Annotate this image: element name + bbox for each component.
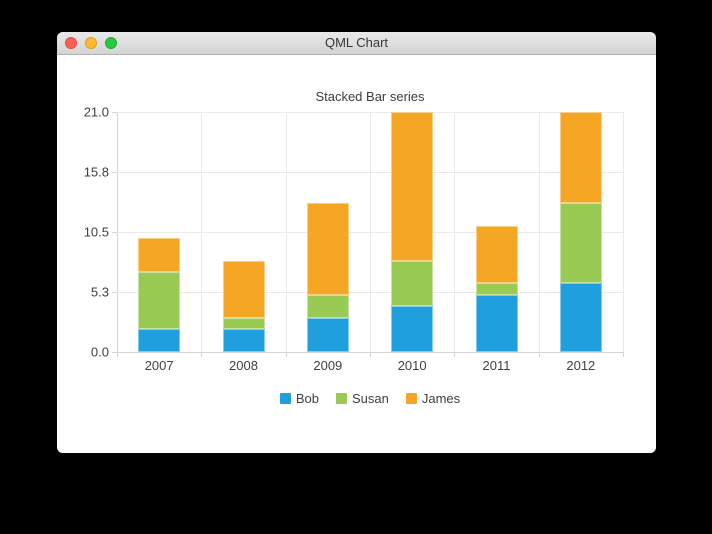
y-axis-label: 15.8 bbox=[83, 164, 109, 180]
bar-segment-susan-2009 bbox=[306, 294, 349, 318]
legend-marker-bob bbox=[279, 393, 291, 404]
bar-segment-susan-2007 bbox=[138, 272, 181, 330]
x-axis-label: 2008 bbox=[229, 358, 258, 373]
bar-segment-bob-2008 bbox=[222, 329, 265, 352]
plot-vertical-gridline bbox=[623, 112, 624, 352]
zoom-button[interactable] bbox=[105, 37, 117, 49]
bar-segment-bob-2011 bbox=[475, 294, 518, 352]
y-axis-label: 21.0 bbox=[83, 104, 109, 120]
bar-segment-bob-2009 bbox=[306, 317, 349, 352]
y-axis-label: 5.3 bbox=[90, 284, 109, 300]
legend-marker-james bbox=[405, 393, 417, 404]
bar-segment-bob-2010 bbox=[391, 306, 434, 352]
x-axis-label: 2009 bbox=[313, 358, 343, 373]
bar-segment-james-2007 bbox=[138, 237, 181, 272]
y-axis-label: 10.5 bbox=[83, 224, 109, 240]
legend-marker-susan bbox=[335, 393, 347, 404]
x-axis-tick bbox=[117, 352, 118, 357]
legend-label: Bob bbox=[295, 391, 319, 406]
plot-horizontal-gridline bbox=[117, 292, 623, 293]
plot-horizontal-gridline bbox=[117, 112, 623, 113]
x-axis-tick bbox=[370, 352, 371, 357]
qml-chart-window: QML Chart Stacked Bar series Bob Susan Jam… bbox=[57, 32, 656, 453]
x-axis-tick bbox=[454, 352, 455, 357]
y-axis-tick bbox=[112, 112, 117, 113]
minimize-button[interactable] bbox=[85, 37, 97, 49]
bar-segment-susan-2011 bbox=[475, 283, 518, 295]
y-axis-tick bbox=[112, 232, 117, 233]
chart-view: Stacked Bar series Bob Susan James 0.0 5.3 1… bbox=[57, 55, 656, 453]
x-axis-label: 2010 bbox=[397, 358, 427, 373]
bar-segment-james-2009 bbox=[306, 203, 349, 295]
plot-horizontal-gridline bbox=[117, 172, 623, 173]
window-controls bbox=[65, 32, 117, 54]
x-axis-label: 2012 bbox=[566, 358, 596, 373]
legend-item-susan: Susan bbox=[335, 391, 389, 406]
bar-segment-james-2010 bbox=[391, 112, 434, 261]
x-axis-label: 2007 bbox=[144, 358, 174, 373]
close-button[interactable] bbox=[65, 37, 77, 49]
bar-segment-james-2008 bbox=[222, 260, 265, 318]
x-axis-tick bbox=[286, 352, 287, 357]
x-axis-tick bbox=[623, 352, 624, 357]
bar-segment-susan-2010 bbox=[391, 260, 434, 307]
plot-horizontal-gridline bbox=[117, 232, 623, 233]
bar-segment-susan-2008 bbox=[222, 317, 265, 330]
bar-segment-bob-2012 bbox=[559, 283, 602, 352]
y-axis-tick bbox=[112, 292, 117, 293]
bar-segment-susan-2012 bbox=[559, 203, 602, 284]
window-titlebar[interactable]: QML Chart bbox=[57, 32, 656, 55]
y-axis-tick bbox=[112, 172, 117, 173]
plot-area bbox=[117, 112, 624, 353]
window-title: QML Chart bbox=[324, 35, 389, 50]
x-axis-tick bbox=[539, 352, 540, 357]
legend-label: James bbox=[421, 391, 461, 406]
legend-label: Susan bbox=[351, 391, 389, 406]
y-axis-tick bbox=[112, 352, 117, 353]
legend-item-bob: Bob bbox=[279, 391, 319, 406]
bar-segment-james-2011 bbox=[475, 226, 518, 284]
x-axis-label: 2011 bbox=[482, 358, 511, 373]
chart-legend: Bob Susan James bbox=[117, 391, 623, 406]
x-axis-tick bbox=[201, 352, 202, 357]
bar-segment-bob-2007 bbox=[138, 329, 181, 352]
bar-segment-james-2012 bbox=[559, 112, 602, 204]
chart-title: Stacked Bar series bbox=[315, 89, 425, 104]
y-axis-label: 0.0 bbox=[90, 344, 109, 360]
legend-item-james: James bbox=[405, 391, 461, 406]
